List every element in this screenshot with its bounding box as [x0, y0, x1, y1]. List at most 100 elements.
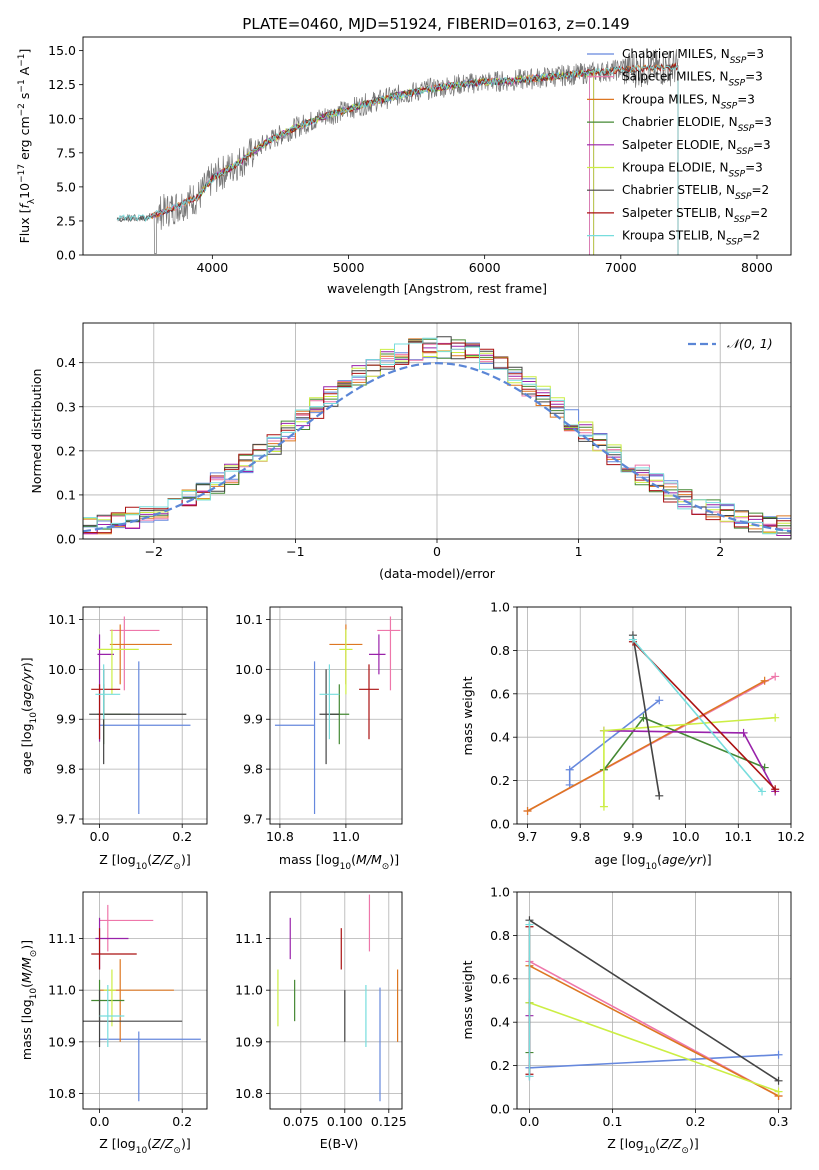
y-axis-label: Flux [fλ10−17 erg cm−2 s−1 A−1] — [17, 49, 37, 244]
data-point-chabrier-stelib — [83, 990, 183, 1047]
weight-line-chabrier-stelib — [529, 919, 779, 1082]
axes-age_vs_mass: 10.8 11.0 9.7 9.8 9.9 10.0 10.1 mass [log10(M/M… — [235, 606, 403, 872]
data-point-salpeter-stelib — [91, 928, 137, 970]
x-axis-label: wavelength [Angstrom, rest frame] — [327, 281, 547, 296]
y-tick-label: 15.0 — [48, 43, 76, 58]
x-tick-label: 10.1 — [724, 829, 752, 844]
legend-label: Salpeter STELIB, NSSP=2 — [622, 206, 768, 225]
x-tick-label: −1 — [286, 544, 304, 559]
data-point-kroupa-stelib — [95, 664, 121, 720]
y-tick-label: 0.0 — [56, 532, 76, 547]
x-tick-label: 0.0 — [520, 1114, 540, 1129]
weight-marker — [760, 676, 769, 685]
data-point-kroupa-elodie — [339, 629, 353, 695]
y-tick-label: 9.9 — [243, 712, 263, 727]
weight-line-kroupa-miles — [529, 965, 779, 1097]
x-axis-label: mass [log10(M/M⊙)] — [279, 852, 399, 872]
y-tick-label: 10.8 — [48, 1086, 76, 1101]
legend-label: Kroupa ELODIE, NSSP=3 — [622, 161, 763, 180]
weight-marker — [739, 728, 748, 737]
y-tick-label: 0.4 — [56, 355, 76, 370]
data-point-salpeter-elodie — [369, 634, 386, 675]
x-axis-label: (data-model)/error — [379, 566, 496, 581]
x-tick-label: 11.0 — [332, 829, 360, 844]
y-axis-label: mass weight — [460, 676, 475, 755]
weight-marker — [771, 785, 780, 794]
x-tick-label: 6000 — [469, 260, 501, 275]
x-tick-label: 0.2 — [172, 829, 192, 844]
y-tick-label: 0.0 — [490, 817, 510, 832]
x-tick-label: 9.9 — [623, 829, 643, 844]
weight-marker — [525, 920, 534, 929]
legend-label: Chabrier ELODIE, NSSP=3 — [622, 115, 772, 134]
y-tick-label: 11.1 — [48, 931, 76, 946]
y-tick-label: 11.0 — [48, 983, 76, 998]
data-point-kroupa-miles — [109, 624, 172, 685]
x-axis-label: Z [log10(Z/Z⊙)] — [99, 852, 190, 872]
weight-marker — [774, 1076, 783, 1085]
y-tick-label: 0.3 — [56, 399, 76, 414]
y-tick-label: 1.0 — [490, 885, 510, 900]
y-tick-label: 5.0 — [56, 179, 76, 194]
y-tick-label: 10.9 — [48, 1034, 76, 1049]
x-tick-label: 0.3 — [769, 1114, 789, 1129]
y-tick-label: 2.5 — [56, 213, 76, 228]
x-tick-label: 9.7 — [518, 829, 538, 844]
x-axis-label: Z [log10(Z/Z⊙)] — [99, 1136, 190, 1156]
axes-weight_vs_age: 9.7 9.8 9.9 10.0 10.1 10.2 0.0 0.2 0.4 0.6 0.8 1.0 a… — [460, 600, 805, 873]
y-axis-label: age [log10(age/yr)] — [19, 657, 39, 774]
y-axis-label: mass weight — [460, 960, 475, 1039]
legend-label: 𝒩(0, 1) — [727, 336, 773, 351]
data-point-salpeter-miles — [109, 616, 160, 691]
weight-marker — [525, 1072, 534, 1081]
weight-line-kroupa-elodie — [529, 1001, 779, 1093]
model-spectrum-chabrier-miles — [150, 68, 590, 255]
weight-marker — [774, 1087, 783, 1096]
axes-age_vs_Z: 0.0 0.2 9.7 9.8 9.9 10.0 10.1 Z [log10(Z/Z⊙)] ag… — [19, 606, 208, 872]
x-tick-label: 8000 — [741, 260, 773, 275]
legend-label: Kroupa MILES, NSSP=3 — [622, 92, 755, 111]
x-tick-label: −2 — [145, 544, 163, 559]
y-tick-label: 10.0 — [235, 662, 263, 677]
axes-frame — [269, 891, 403, 1110]
y-tick-label: 0.0 — [56, 248, 76, 263]
weight-marker — [599, 726, 608, 735]
plot-area-weight_vs_age — [523, 631, 780, 815]
observed-spectrum — [116, 49, 679, 254]
x-tick-label: 10.8 — [266, 829, 294, 844]
plot-area-age_vs_Z — [89, 616, 191, 815]
plot-area-mass_vs_Z — [83, 904, 201, 1102]
y-tick-label: 0.2 — [490, 773, 510, 788]
y-tick-label: 0.8 — [490, 928, 510, 943]
plot-area-residuals — [83, 336, 791, 539]
model-spectrum-salpeter-miles — [150, 69, 590, 255]
y-tick-label: 9.7 — [243, 812, 263, 827]
data-point-kroupa-elodie — [103, 969, 117, 1027]
weight-line-kroupa-miles — [527, 680, 766, 812]
y-tick-label: 0.2 — [490, 1058, 510, 1073]
x-axis-label: age [log10(age/yr)] — [594, 852, 711, 872]
data-point-kroupa-stelib — [319, 664, 340, 740]
x-tick-label: 10.0 — [672, 829, 700, 844]
data-point-salpeter-miles — [377, 616, 401, 691]
y-tick-label: 11.1 — [235, 931, 263, 946]
axes-mass_vs_ebv: 0.075 0.100 0.125 10.8 10.9 11.0 11.1 E(B-V) — [235, 891, 407, 1151]
y-tick-label: 9.7 — [56, 812, 76, 827]
x-tick-label: 0.2 — [686, 1114, 706, 1129]
x-tick-label: 4000 — [196, 260, 228, 275]
y-tick-label: 1.0 — [490, 600, 510, 615]
x-tick-label: 0.075 — [283, 1114, 319, 1129]
data-point-salpeter-stelib — [359, 664, 379, 740]
x-axis-label: E(B-V) — [320, 1136, 359, 1151]
x-tick-label: 7000 — [605, 260, 637, 275]
data-point-kroupa-stelib — [99, 985, 125, 1047]
weight-marker — [774, 1050, 783, 1059]
y-tick-label: 0.8 — [490, 643, 510, 658]
y-tick-label: 0.2 — [56, 443, 76, 458]
y-axis-label: Normed distribution — [29, 369, 44, 494]
legend-label: Chabrier STELIB, NSSP=2 — [622, 183, 769, 202]
histogram-kroupa-stelib — [83, 337, 791, 539]
x-axis-label: Z [log10(Z/Z⊙)] — [607, 1136, 698, 1156]
weight-marker — [771, 713, 780, 722]
data-point-chabrier-miles — [99, 661, 191, 815]
